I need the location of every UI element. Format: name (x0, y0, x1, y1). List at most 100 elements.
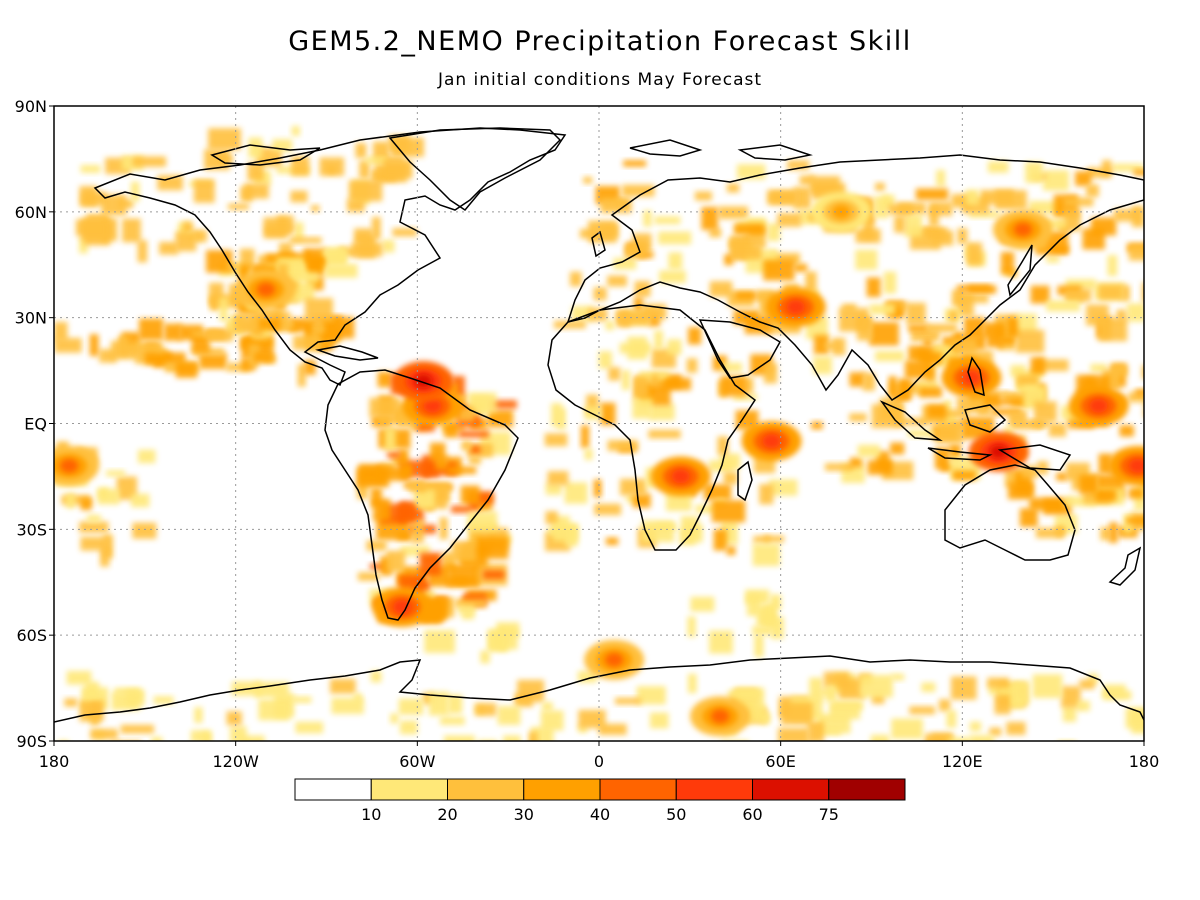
skill-patch (353, 693, 362, 702)
skill-patch (650, 403, 675, 421)
skill-patch (89, 334, 99, 357)
skill-patch (472, 396, 489, 415)
skill-patch (598, 224, 619, 238)
skill-patch (397, 504, 416, 522)
skill-patch (915, 188, 949, 201)
skill-patch (950, 676, 977, 700)
skill-patch (423, 590, 436, 600)
skill-region-core (671, 469, 690, 484)
skill-patch (746, 593, 761, 617)
skill-patch (348, 179, 383, 202)
skill-patch (191, 334, 210, 353)
skill-patch (475, 537, 509, 560)
colorbar: 10 20 30 40 50 60 75 (294, 778, 906, 824)
skill-patch (1128, 488, 1144, 499)
skill-patch (809, 176, 841, 195)
skill-patch (701, 206, 718, 230)
skill-patch (132, 522, 157, 539)
coastline-madagascar (737, 460, 753, 502)
skill-patch (891, 673, 905, 681)
skill-patch (1113, 209, 1141, 222)
skill-patch (424, 630, 456, 654)
skill-patch (578, 725, 588, 733)
skill-patch (588, 307, 608, 322)
skill-patch (79, 237, 88, 254)
skill-patch (666, 339, 682, 355)
lon-tick-label: 180 (39, 752, 70, 771)
skill-patch (319, 157, 345, 177)
skill-patch (542, 702, 553, 712)
skill-patch (752, 543, 780, 567)
skill-patch (137, 449, 156, 464)
skill-patch (598, 723, 627, 736)
skill-patch (1133, 169, 1144, 176)
coastline-arabia (698, 319, 782, 379)
skill-patch (598, 351, 612, 369)
skill-patch (157, 175, 183, 191)
skill-patch (754, 634, 764, 658)
coastline-new-zealand (1108, 546, 1142, 586)
skill-patch (1046, 256, 1060, 263)
skill-patch (1006, 721, 1026, 736)
skill-patch (910, 329, 940, 342)
skill-patch (778, 727, 810, 741)
skill-patch (753, 535, 771, 544)
skill-patch (720, 740, 749, 741)
skill-patch (690, 596, 715, 612)
skill-patch (634, 376, 649, 398)
skill-patch (869, 322, 899, 346)
skill-patch (759, 484, 774, 505)
skill-patch (565, 524, 578, 547)
skill-patch (735, 410, 759, 430)
skill-patch (1063, 209, 1081, 232)
skill-patch (114, 687, 141, 696)
skill-patch (1030, 285, 1050, 304)
skill-patch (623, 160, 647, 167)
skill-patch (866, 277, 881, 298)
skill-patch (963, 317, 985, 340)
skill-patch (918, 380, 938, 392)
coastline-eurasia (566, 154, 1144, 401)
skill-patch (709, 228, 722, 238)
skill-patch (957, 228, 968, 244)
skill-patch (370, 488, 382, 508)
skill-patch (825, 685, 837, 703)
skill-patch (871, 692, 885, 704)
skill-patch (695, 504, 716, 513)
skill-patch (891, 718, 923, 739)
skill-patch (703, 484, 732, 501)
skill-patch (1125, 707, 1144, 729)
skill-patch (717, 436, 729, 455)
skill-patch (888, 204, 914, 215)
lat-tick-label: 60S (16, 626, 47, 645)
skill-patch (258, 699, 290, 721)
skill-patch (1116, 309, 1127, 321)
colorbar-swatch (447, 778, 525, 801)
skill-patch (291, 696, 312, 703)
skill-patch (330, 678, 356, 694)
skill-patch (1079, 475, 1098, 495)
skill-patch (497, 705, 521, 725)
skill-patch (98, 487, 109, 499)
skill-patch (636, 686, 666, 705)
skill-patch (469, 500, 482, 512)
skill-patch (226, 711, 242, 726)
skill-patch (787, 160, 810, 170)
skill-patch (938, 699, 951, 712)
skill-patch (986, 331, 1003, 348)
skill-patch (366, 540, 387, 551)
skill-patch (428, 691, 449, 716)
skill-patch (1016, 374, 1039, 386)
skill-patch (594, 503, 622, 516)
skill-patch (721, 362, 743, 373)
skill-patch (726, 183, 740, 193)
skill-patch (408, 481, 426, 493)
skill-patch (989, 727, 1002, 736)
skill-region-core (1128, 458, 1144, 473)
skill-patch (227, 263, 240, 270)
skill-patch (451, 541, 477, 562)
skill-patch (483, 570, 505, 580)
skill-patch (371, 216, 381, 240)
skill-patch (101, 194, 127, 216)
skill-patch (132, 156, 167, 167)
